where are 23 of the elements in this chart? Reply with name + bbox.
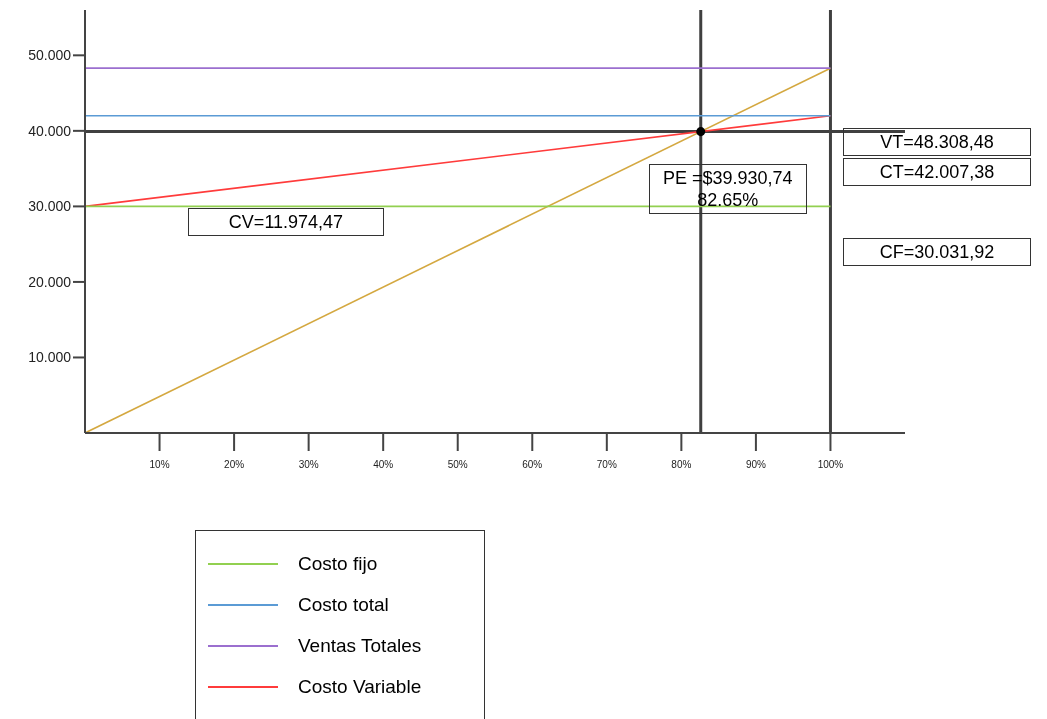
x-tick-label: 30%	[298, 459, 319, 471]
legend-label: Costo Variable	[298, 675, 422, 698]
x-tick-label: 40%	[373, 459, 394, 471]
x-tick-label: 90%	[745, 459, 767, 471]
x-tick-label: 10%	[149, 459, 170, 471]
y-tick-label: 10.000	[28, 349, 72, 366]
y-tick-label: 50.000	[28, 47, 72, 64]
y-tick-label: 40.000	[28, 122, 72, 139]
x-tick-label: 70%	[596, 459, 617, 471]
annotation: VT=48.308,48	[843, 128, 1031, 156]
x-tick-label: 20%	[224, 459, 245, 471]
y-tick-label: 30.000	[28, 198, 72, 215]
legend-label: Costo fijo	[298, 552, 378, 575]
legend-label: Ventas Totales	[298, 634, 422, 657]
annotation: CT=42.007,38	[843, 158, 1031, 186]
x-tick-label: 60%	[522, 459, 543, 471]
legend-label: Costo total	[298, 593, 389, 616]
x-tick-label: 100%	[817, 459, 844, 471]
annotation: CF=30.031,92	[843, 238, 1031, 266]
x-tick-label: 80%	[671, 459, 692, 471]
y-tick-label: 20.000	[28, 273, 72, 290]
annotation: CV=11.974,47	[188, 208, 384, 236]
x-tick-label: 50%	[447, 459, 468, 471]
